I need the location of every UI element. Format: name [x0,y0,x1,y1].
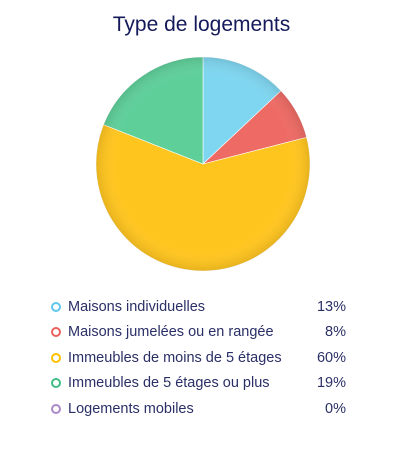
pie-svg [95,56,311,272]
legend-marker-icon [51,352,61,363]
legend-label: Immeubles de moins de 5 étages [68,349,282,366]
legend-marker-icon [51,378,61,389]
legend-value: 60% [316,349,346,366]
pie-chart [93,54,313,274]
legend-marker-icon [51,403,61,414]
legend-item[interactable]: Maisons jumelées ou en rangée 8% [51,320,346,346]
legend-item[interactable]: Maisons individuelles 13% [51,294,346,320]
legend-item[interactable]: Immeubles de 5 étages ou plus 19% [51,371,346,397]
legend-item[interactable]: Immeubles de moins de 5 étages 60% [51,345,346,371]
legend-value: 0% [325,400,346,417]
legend-label: Maisons jumelées ou en rangée [68,324,274,341]
legend-item[interactable]: Logements mobiles 0% [51,396,346,422]
legend-label: Logements mobiles [68,400,194,417]
legend-value: 19% [316,375,346,392]
legend-marker-icon [51,301,61,312]
legend-label: Immeubles de 5 étages ou plus [68,375,270,392]
legend-label: Maisons individuelles [68,298,206,315]
legend-value: 8% [325,324,346,341]
legend-value: 13% [316,298,346,315]
legend: Maisons individuelles 13% Maisons jumelées… [51,294,346,422]
chart-title: Type de logements [112,13,291,36]
legend-marker-icon [51,327,61,338]
